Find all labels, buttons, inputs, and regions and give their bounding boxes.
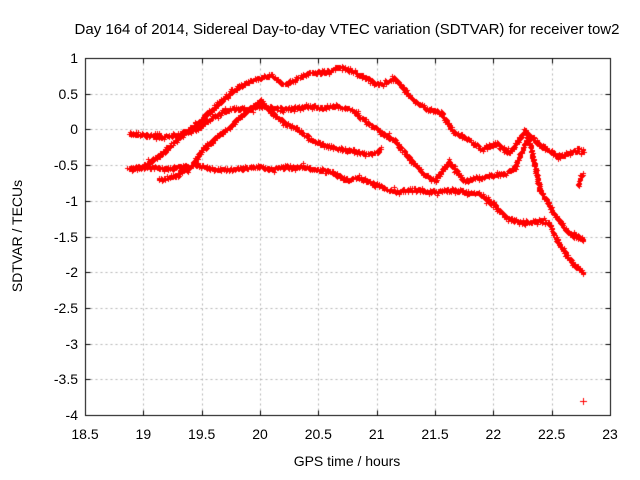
- y-tick-label: -0.5: [53, 157, 78, 174]
- x-tick-label: 21.5: [421, 426, 449, 442]
- y-tick-label: -2: [65, 264, 78, 281]
- x-tick-label: 18.5: [71, 426, 99, 442]
- x-tick-label: 20: [252, 426, 268, 442]
- x-tick-label: 23: [602, 426, 618, 442]
- y-tick-label: 0: [70, 121, 78, 138]
- y-tick-label: 0.5: [58, 85, 78, 102]
- y-tick-label: -1.5: [53, 228, 78, 245]
- y-tick-label: -2.5: [53, 299, 78, 316]
- x-tick-label: 19.5: [188, 426, 216, 442]
- y-tick-label: -3: [65, 335, 78, 352]
- x-axis-label: GPS time / hours: [293, 453, 401, 469]
- chart-title: Day 164 of 2014, Sidereal Day-to-day VTE…: [74, 21, 620, 38]
- x-tick-label: 19: [135, 426, 152, 442]
- y-tick-label: -3.5: [53, 371, 78, 388]
- x-tick-label: 21: [368, 426, 385, 442]
- x-tick-label: 22: [485, 426, 502, 442]
- x-tick-label: 20.5: [304, 426, 332, 442]
- x-tick-label: 22.5: [538, 426, 566, 442]
- y-tick-label: 1: [70, 50, 78, 66]
- y-tick-label: -4: [65, 407, 78, 423]
- y-tick-label: -1: [65, 192, 78, 209]
